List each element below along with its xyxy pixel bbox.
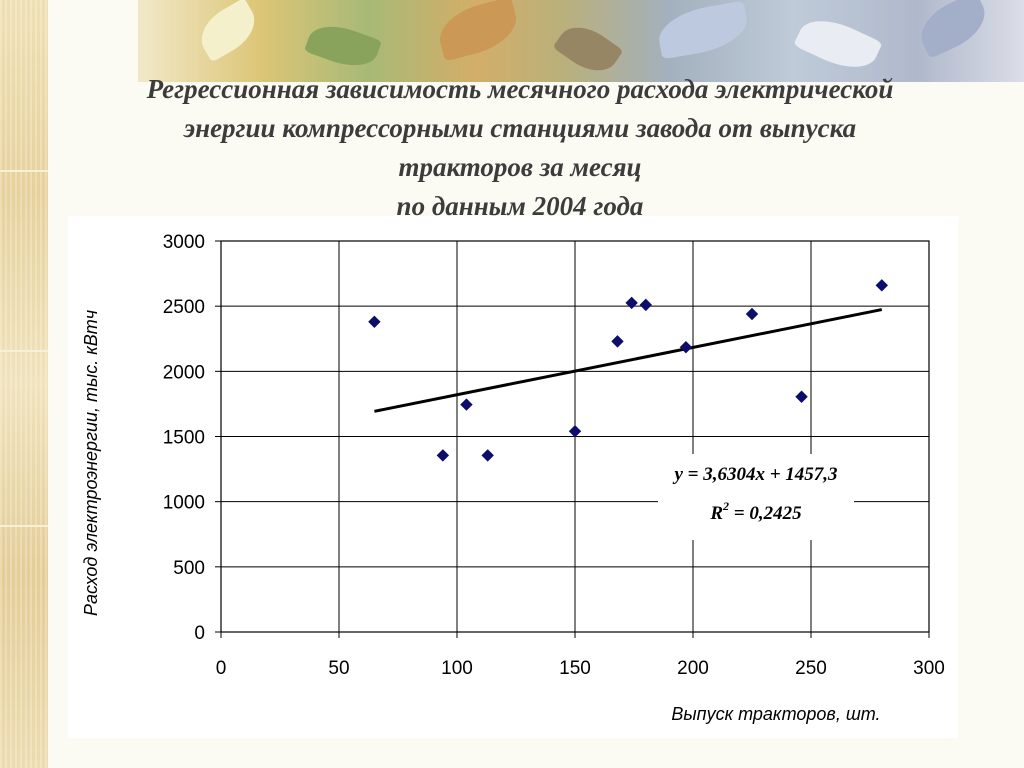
y-tick-label: 2500 [163, 297, 205, 318]
leaf-shape [793, 8, 883, 80]
data-point [639, 298, 653, 312]
y-tick-label: 2000 [163, 362, 205, 383]
y-tick-label: 500 [173, 558, 205, 579]
equation-box [658, 454, 854, 540]
leaf-shape [654, 0, 752, 60]
x-tick-label: 50 [328, 658, 349, 679]
r-squared-value: = 0,2425 [729, 503, 802, 524]
leaf-shape [303, 17, 383, 75]
data-point [436, 449, 450, 462]
data-point [679, 341, 693, 354]
y-tick-label: 1500 [163, 428, 205, 449]
y-tick-label: 1000 [163, 493, 205, 514]
data-point [568, 425, 582, 438]
x-tick-label: 100 [441, 658, 473, 679]
x-axis-label: Выпуск тракторов, шт. [671, 704, 880, 724]
data-point [875, 279, 889, 292]
title-line-3: тракторов за месяц [398, 152, 642, 182]
x-tick-label: 150 [559, 658, 591, 679]
decorative-left-stripe [0, 0, 48, 768]
data-point [481, 449, 494, 462]
data-point [795, 390, 808, 403]
x-tick-label: 0 [216, 658, 227, 679]
scatter-chart: 0 50 100 150 200 250 3000500100015002000250030… [81, 232, 945, 724]
trendline-group [374, 308, 883, 413]
stripe-seam [0, 350, 48, 352]
data-point [368, 315, 381, 329]
data-points [368, 279, 889, 462]
chart-panel: 0 50 100 150 200 250 300 0 500 1000 1500 2000 2500 30… [68, 216, 958, 738]
data-point [611, 335, 624, 348]
r-squared-prefix: R [709, 503, 723, 524]
data-point [460, 398, 473, 411]
leaf-shape [192, 0, 264, 63]
y-axis-label: Расход электроэнергии, тыс. кВтч [81, 310, 101, 616]
title-line-1: Регрессионная зависимость месячного расх… [146, 74, 894, 104]
trendline-equation: y = 3,6304x + 1457,3 [672, 464, 837, 485]
stripe-seam [0, 525, 48, 527]
axis-ticks: 0 50 100 150 200 250 3000500100015002000250030… [163, 232, 945, 679]
r-squared-label: R2 = 0,2425 [709, 499, 802, 524]
x-tick-label: 300 [913, 658, 945, 679]
x-tick-label: 250 [795, 658, 827, 679]
decorative-header-leaves [138, 0, 1024, 82]
y-tick-label: 0 [194, 623, 205, 644]
leaf-shape [912, 0, 994, 59]
data-point [745, 307, 759, 321]
leaf-shape [433, 0, 523, 62]
trendline [374, 308, 883, 413]
r-squared-superscript: 2 [722, 499, 729, 513]
x-tick-label: 200 [677, 658, 709, 679]
stripe-seam [0, 170, 48, 172]
y-tick-label: 3000 [163, 232, 205, 253]
slide-title: Регрессионная зависимость месячного расх… [40, 70, 1000, 226]
data-point [625, 296, 638, 310]
title-line-2: энергии компрессорными станциями завода … [183, 113, 857, 143]
